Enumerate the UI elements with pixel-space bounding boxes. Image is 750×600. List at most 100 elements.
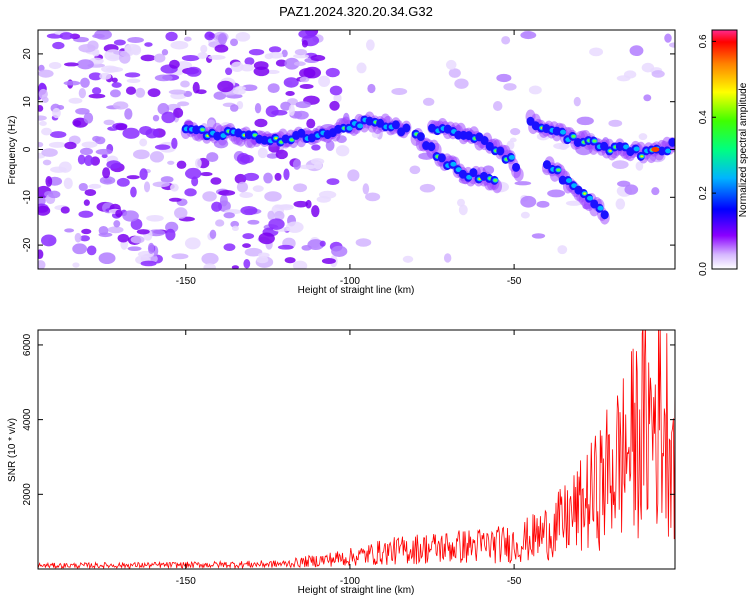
- spectrogram-noise-blob: [243, 258, 251, 269]
- spectrogram-noise-blob: [152, 114, 160, 122]
- spectrogram-noise-blob: [146, 214, 164, 222]
- snr-y-label: SNR (10 * v/v): [7, 418, 18, 482]
- spectrogram-noise-blob: [74, 232, 82, 243]
- spectrogram-noise-blob: [307, 239, 325, 250]
- spectrogram-noise-blob: [635, 161, 644, 171]
- spectrogram-noise-blob: [293, 53, 309, 59]
- spectrogram-noise-blob: [271, 109, 288, 116]
- spectrogram-noise-blob: [177, 101, 190, 107]
- colorbar-tick-label: 0.0: [698, 262, 709, 276]
- spectrogram-noise-blob: [75, 108, 90, 115]
- spectrogram-noise-blob: [101, 65, 119, 73]
- spectrogram-noise-blob: [161, 111, 176, 124]
- spectrogram-noise-blob: [58, 161, 72, 173]
- spectrogram-noise-blob: [225, 67, 233, 76]
- spectrogram-noise-blob: [252, 185, 264, 192]
- spectrogram-noise-blob: [230, 61, 244, 72]
- spectrogram-y-label: Frequency (Hz): [7, 116, 18, 185]
- spectrogram-noise-blob: [147, 242, 155, 255]
- spectrogram-noise-blob: [92, 87, 102, 95]
- spectrogram-ridge-core: [391, 120, 400, 130]
- spectrogram-noise-blob: [165, 228, 176, 241]
- spectrogram-ridge-core: [512, 162, 521, 172]
- spectrogram-noise-blob: [206, 152, 219, 163]
- spectrogram-noise-blob: [167, 160, 175, 165]
- spectrogram-noise-blob: [318, 190, 337, 199]
- x-tick-label: -100: [340, 576, 360, 587]
- spectrogram-noise-blob: [126, 78, 141, 83]
- spectrogram-noise-blob: [171, 137, 178, 149]
- spectrogram-noise-blob: [106, 160, 121, 169]
- spectrogram-noise-blob: [347, 169, 360, 182]
- spectrogram-noise-blob: [78, 43, 96, 53]
- spectrogram-noise-blob: [335, 145, 350, 157]
- spectrogram-noise-blob: [267, 210, 275, 221]
- spectrogram-noise-blob: [48, 141, 67, 148]
- spectrogram-noise-blob: [38, 195, 46, 206]
- spectrogram-noise-blob: [115, 123, 128, 131]
- spectrogram-ridge-peak: [586, 195, 593, 201]
- spectrogram-noise-blob: [153, 53, 166, 63]
- spectrogram-noise-blob: [154, 74, 173, 82]
- spectrogram-noise-blob: [184, 237, 201, 250]
- spectrogram-noise-blob: [295, 101, 311, 109]
- colorbar-label: Normalized spectral amplitude: [738, 82, 749, 217]
- spectrogram-ridge-core: [469, 168, 478, 178]
- spectrogram-noise-blob: [311, 144, 321, 151]
- spectrogram-noise-blob: [170, 40, 189, 50]
- spectrogram-noise-blob: [638, 133, 648, 141]
- spectrogram-noise-blob: [263, 172, 273, 184]
- spectrogram-noise-blob: [49, 131, 67, 138]
- spectrogram-ridge-peak: [565, 178, 572, 183]
- spectrogram-ridge-peak: [455, 167, 462, 173]
- spectrogram-noise-blob: [299, 164, 316, 170]
- spectrogram-noise-blob: [244, 57, 255, 66]
- spectrogram-noise-blob: [130, 235, 145, 244]
- spectrogram-noise-blob: [445, 59, 457, 70]
- spectrogram-x-label: Height of straight line (km): [298, 285, 415, 296]
- spectrogram-noise-blob: [124, 72, 141, 78]
- spectrogram-noise-blob: [88, 93, 106, 99]
- spectrogram-noise-blob: [565, 200, 582, 206]
- spectrogram-noise-blob: [52, 107, 61, 119]
- spectrogram-ridge-core: [402, 123, 411, 133]
- spectrogram-noise-blob: [140, 54, 156, 62]
- spectrogram-noise-blob: [115, 209, 123, 218]
- spectrogram-noise-blob: [284, 257, 296, 264]
- spectrogram-noise-blob: [101, 154, 108, 159]
- spectrogram-noise-blob: [254, 103, 262, 114]
- spectrogram-noise-blob: [267, 83, 280, 94]
- spectrogram-noise-blob: [559, 143, 568, 150]
- y-tick-label: -10: [22, 190, 33, 205]
- spectrogram-noise-blob: [615, 198, 626, 210]
- spectrogram-noise-blob: [83, 199, 90, 206]
- spectrogram-noise-blob: [611, 160, 629, 169]
- spectrogram-noise-blob: [95, 148, 113, 155]
- spectrogram-noise-blob: [218, 189, 236, 196]
- spectrogram-noise-blob: [52, 41, 65, 50]
- spectrogram-noise-blob: [536, 200, 550, 208]
- spectrogram-noise-blob: [116, 177, 130, 187]
- spectrogram-noise-blob: [38, 249, 44, 260]
- spectrogram-noise-blob: [38, 205, 51, 216]
- spectrogram-noise-blob: [169, 59, 180, 69]
- spectrogram-noise-blob: [616, 75, 631, 82]
- spectrogram-noise-blob: [211, 201, 222, 212]
- spectrogram-noise-blob: [241, 84, 258, 92]
- spectrogram-noise-blob: [170, 183, 179, 192]
- spectrogram-noise-blob: [139, 125, 153, 136]
- x-tick-label: -150: [176, 576, 196, 587]
- spectrogram-noise-blob: [81, 141, 98, 148]
- spectrogram-noise-blob: [176, 160, 187, 169]
- spectrogram-noise-blob: [273, 210, 285, 221]
- spectrogram-noise-blob: [168, 89, 187, 95]
- spectrogram-ridge-peak: [346, 125, 353, 131]
- spectrogram-ridge-peak: [633, 146, 640, 152]
- spectrogram-noise-blob: [63, 177, 73, 190]
- spectrogram-noise-blob: [617, 180, 631, 187]
- spectrogram-noise-blob: [231, 265, 239, 269]
- spectrogram-noise-blob: [244, 247, 263, 257]
- spectrogram-noise-blob: [38, 141, 44, 148]
- spectrogram-noise-blob: [124, 44, 141, 55]
